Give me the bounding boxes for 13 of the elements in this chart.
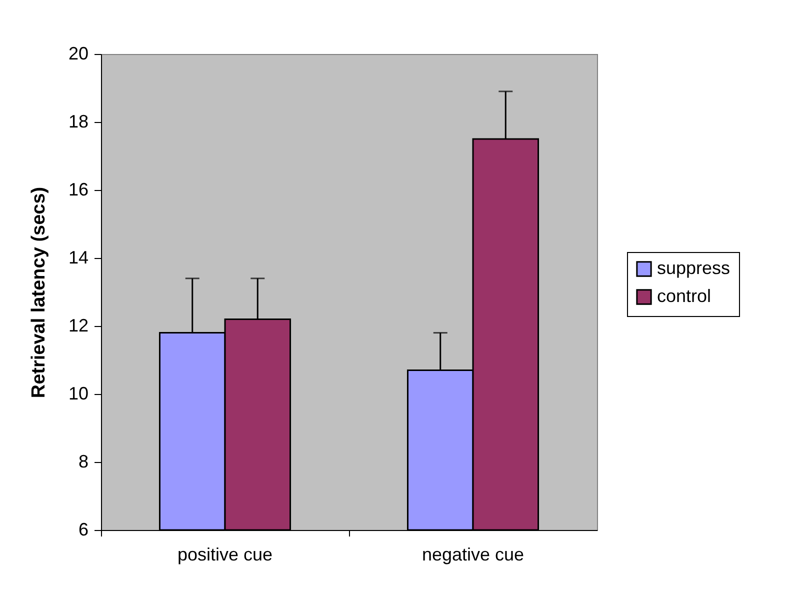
x-tick-label: positive cue	[177, 544, 273, 564]
y-tick-label: 12	[68, 316, 88, 336]
y-tick-label: 10	[68, 384, 88, 404]
y-tick-label: 16	[68, 180, 88, 200]
legend-label: control	[657, 286, 712, 306]
y-tick-label: 14	[68, 248, 88, 268]
y-tick-label: 8	[78, 452, 88, 472]
y-tick-label: 18	[68, 112, 88, 132]
y-axis-title: Retrieval latency (secs)	[28, 186, 50, 398]
y-tick-label: 6	[78, 520, 88, 540]
y-tick-label: 20	[68, 44, 88, 64]
x-tick-label: negative cue	[422, 544, 524, 564]
legend-label: suppress	[657, 258, 730, 278]
